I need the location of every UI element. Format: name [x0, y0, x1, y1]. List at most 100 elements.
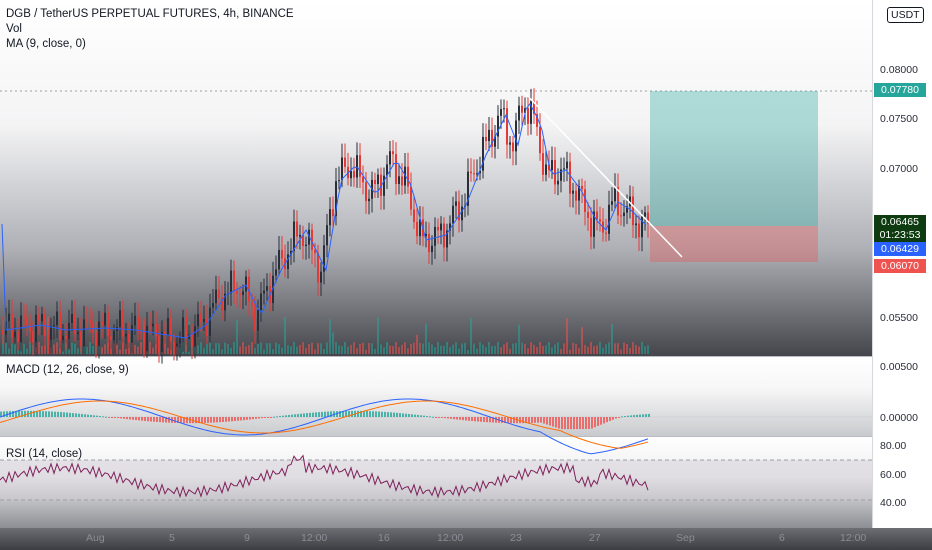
volume-bar [227, 344, 229, 354]
candle-body [623, 212, 625, 217]
chart-canvas[interactable] [0, 0, 872, 528]
candle-body [251, 301, 253, 306]
macd-histogram-bar [156, 417, 158, 422]
volume-bar [290, 346, 292, 354]
macd-histogram-bar [339, 411, 341, 417]
macd-histogram-bar [600, 417, 602, 425]
candle-body [440, 223, 442, 231]
macd-histogram-bar [582, 417, 584, 430]
macd-histogram-bar [465, 417, 467, 421]
volume-bar [497, 342, 499, 354]
macd-histogram-bar [513, 417, 515, 424]
volume-bar [92, 346, 94, 354]
volume-bar [23, 343, 25, 354]
volume-bar [38, 342, 40, 354]
volume-bar [281, 347, 283, 354]
macd-histogram-bar [168, 417, 170, 423]
macd-histogram-bar [228, 417, 230, 422]
volume-bar [389, 345, 391, 354]
candle-body [533, 101, 535, 115]
macd-histogram-bar [240, 417, 242, 421]
candle-body [59, 311, 61, 341]
candle-body [143, 332, 145, 352]
candle-body [407, 166, 409, 187]
trendline [521, 89, 683, 258]
volume-bar [401, 344, 403, 354]
time-axis[interactable] [0, 528, 932, 550]
macd-histogram-bar [108, 417, 110, 418]
volume-bar [392, 345, 394, 354]
volume-bar [299, 345, 301, 354]
candle-body [71, 313, 73, 323]
rsi-pane[interactable] [0, 436, 872, 528]
volume-bar [647, 345, 649, 354]
candle-body [590, 217, 592, 237]
macd-histogram-bar [522, 417, 524, 424]
macd-histogram-bar [201, 417, 203, 424]
candle-body [68, 322, 70, 339]
volume-legend[interactable]: Vol [6, 23, 22, 35]
macd-histogram-bar [504, 417, 506, 424]
volume-bar [119, 349, 121, 354]
volume-bar [575, 343, 577, 354]
volume-bar [578, 348, 580, 354]
candle-body [209, 307, 211, 336]
volume-bar [362, 342, 364, 354]
pane-divider[interactable] [0, 356, 932, 357]
macd-histogram-bar [204, 417, 206, 423]
volume-bar [473, 343, 475, 354]
pane-divider[interactable] [0, 436, 932, 437]
volume-bar [626, 343, 628, 354]
macd-histogram-bar [642, 414, 644, 417]
volume-bar [164, 343, 166, 354]
macd-histogram-bar [534, 417, 536, 423]
symbol-title[interactable]: DGB / TetherUS PERPETUAL FUTURES, 4h, BI… [6, 8, 294, 20]
macd-histogram-bar [45, 411, 47, 417]
candle-body [230, 270, 232, 294]
volume-bar [212, 349, 214, 354]
volume-bar [86, 346, 88, 354]
macd-histogram-bar [624, 416, 626, 418]
currency-selector[interactable]: USDT [887, 7, 924, 23]
candle-body [275, 269, 277, 276]
volume-bar [71, 342, 73, 354]
volume-bar [446, 342, 448, 354]
ma-legend[interactable]: MA (9, close, 0) [6, 38, 86, 50]
volume-bar [410, 343, 412, 354]
candle-body [404, 166, 406, 186]
candle-body [620, 215, 622, 217]
macd-histogram-bar [336, 411, 338, 417]
volume-bar [149, 342, 151, 354]
volume-bar [323, 348, 325, 354]
time-tick: 27 [589, 532, 601, 544]
candle-body [164, 332, 166, 335]
price-chart-pane[interactable] [0, 0, 872, 356]
volume-bar [56, 342, 58, 354]
candle-body [167, 317, 169, 335]
macd-histogram-bar [186, 417, 188, 424]
candle-body [245, 276, 247, 292]
macd-pane[interactable] [0, 356, 872, 436]
volume-bar [476, 348, 478, 354]
macd-histogram-bar [3, 411, 5, 417]
volume-bar [458, 348, 460, 354]
volume-bar [596, 345, 598, 354]
candle-body [179, 337, 181, 344]
macd-legend[interactable]: MACD (12, 26, close, 9) [6, 364, 129, 376]
candle-body [458, 201, 460, 221]
volume-bar [320, 343, 322, 354]
stop-price-tag: 0.06070 [874, 259, 926, 273]
macd-tick: 0.00500 [880, 361, 918, 373]
candle-body [242, 291, 244, 296]
rsi-legend[interactable]: RSI (14, close) [6, 448, 83, 460]
candle-body [314, 250, 316, 254]
volume-bar [353, 342, 355, 354]
candle-body [149, 325, 151, 327]
macd-histogram-bar [627, 415, 629, 417]
macd-histogram-bar [543, 417, 545, 424]
macd-histogram-bar [402, 413, 404, 417]
candle-body [359, 155, 361, 177]
candle-body [83, 319, 85, 347]
macd-histogram-bar [471, 417, 473, 422]
macd-histogram-bar [345, 410, 347, 417]
